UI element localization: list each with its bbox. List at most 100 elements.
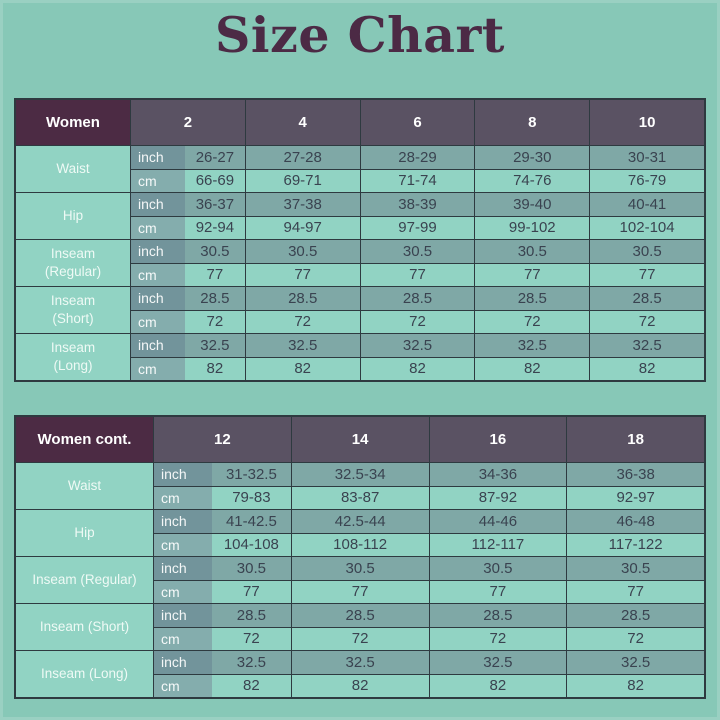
- value-cell-text: 92-94: [195, 219, 235, 237]
- table-header-row: Women 2 4 6 8 10: [16, 100, 704, 145]
- value-cell: 87-92: [430, 486, 568, 509]
- unit-label-cm: cm: [154, 627, 212, 650]
- cm-sub-row: cm 77 77 77 77 77: [131, 262, 704, 286]
- value-cell: 82: [430, 674, 568, 697]
- unit-rows: inch 36-37 37-38 38-39 39-40 40-41 cm 92-94 94-9…: [131, 193, 704, 239]
- value-cell: 46-48: [616, 512, 655, 530]
- value-cell: 72: [246, 310, 361, 333]
- value-cell: 28.5: [361, 287, 476, 310]
- cm-sub-row: cm 104-108 108-112 112-117 117-122: [154, 532, 704, 556]
- value-cell: 77: [638, 266, 656, 284]
- value-cell: inch 36-37: [131, 193, 246, 216]
- value-cell-text: 77: [243, 583, 260, 601]
- size-column-header: 14: [291, 417, 430, 462]
- value-cell: inch 32.5: [154, 651, 292, 674]
- value-cell: inch 28.5: [131, 287, 246, 310]
- measurement-row: Inseam (Long) inch 32.5 32.5 32.5 32.5 cm 82 82 8…: [16, 650, 704, 697]
- row-label-cell: Inseam (Long): [16, 651, 154, 697]
- value-cell: 117-122: [608, 536, 663, 554]
- value-cell: 94-97: [246, 216, 361, 239]
- value-cell: 39-40: [475, 193, 591, 216]
- value-cell: 74-76: [475, 169, 591, 192]
- value-cell-text: 26-27: [195, 148, 235, 166]
- value-cell: 36-38: [616, 465, 655, 483]
- table-title-cell: Women cont.: [16, 417, 154, 462]
- row-label-cell: Waist: [16, 146, 131, 192]
- inch-sub-row: inch 26-27 27-28 28-29 29-30 30-31: [131, 146, 704, 169]
- value-cell: 32.5: [621, 653, 651, 671]
- value-cell: 69-71: [246, 169, 361, 192]
- size-column-header: 6: [360, 100, 476, 145]
- value-cell-text: 104-108: [223, 536, 279, 554]
- unit-rows: inch 28.5 28.5 28.5 28.5 28.5 cm 72 72 72 72 72: [131, 287, 704, 333]
- value-cell: cm 92-94: [131, 216, 246, 239]
- unit-rows: inch 26-27 27-28 28-29 29-30 30-31 cm 66-69 69-7…: [131, 146, 704, 192]
- value-cell: cm 66-69: [131, 169, 246, 192]
- value-cell: 92-97: [616, 489, 655, 507]
- value-cell-text: 30.5: [200, 242, 230, 260]
- value-cell: 97-99: [361, 216, 476, 239]
- value-cell: 30.5: [292, 557, 430, 580]
- value-cell: 71-74: [361, 169, 476, 192]
- value-cell: 102-104: [619, 219, 675, 237]
- value-cell: 40-41: [627, 195, 667, 213]
- inch-sub-row: inch 30.5 30.5 30.5 30.5 30.5: [131, 240, 704, 263]
- value-cell: 28.5: [246, 287, 361, 310]
- value-cell: 72: [638, 313, 656, 331]
- cm-sub-row: cm 82 82 82 82: [154, 673, 704, 697]
- value-cell: 77: [627, 583, 644, 601]
- inch-sub-row: inch 28.5 28.5 28.5 28.5 28.5: [131, 287, 704, 310]
- unit-label-inch: inch: [154, 651, 212, 674]
- size-column-header: 8: [475, 100, 591, 145]
- value-cell: 28.5: [475, 287, 591, 310]
- value-cell: 72: [361, 310, 476, 333]
- value-cell: cm 77: [154, 580, 292, 603]
- row-label-cell: Hip: [16, 510, 154, 556]
- unit-label-inch: inch: [131, 193, 185, 216]
- unit-rows: inch 32.5 32.5 32.5 32.5 cm 82 82 82 82: [154, 651, 704, 697]
- inch-sub-row: inch 32.5 32.5 32.5 32.5: [154, 651, 704, 674]
- value-cell: cm 77: [131, 263, 246, 286]
- unit-label-inch: inch: [131, 146, 185, 169]
- value-cell: 34-36: [430, 463, 568, 486]
- size-column-header: 18: [567, 417, 704, 462]
- value-cell: cm 82: [131, 357, 246, 380]
- value-cell: 30.5: [475, 240, 591, 263]
- value-cell-text: 41-42.5: [225, 512, 277, 530]
- unit-label-inch: inch: [131, 287, 185, 310]
- value-cell: 99-102: [475, 216, 591, 239]
- value-cell-text: 32.5: [236, 653, 266, 671]
- measurement-row: Inseam (Regular) inch 30.5 30.5 30.5 30.5 cm 77…: [16, 556, 704, 603]
- measurement-row: Hip inch 41-42.5 42.5-44 44-46 46-48 cm 104-108…: [16, 509, 704, 556]
- unit-label-inch: inch: [154, 463, 212, 486]
- value-cell: 77: [246, 263, 361, 286]
- value-cell: cm 72: [154, 627, 292, 650]
- unit-label-cm: cm: [154, 674, 212, 697]
- value-cell: 72: [475, 310, 591, 333]
- unit-label-inch: inch: [154, 557, 212, 580]
- unit-label-cm: cm: [154, 580, 212, 603]
- value-cell: inch 26-27: [131, 146, 246, 169]
- value-cell-text: 66-69: [195, 172, 235, 190]
- unit-label-inch: inch: [154, 510, 212, 533]
- value-cell: 32.5: [632, 336, 662, 354]
- measurement-row: Waist inch 31-32.5 32.5-34 34-36 36-38 cm 79-83…: [16, 462, 704, 509]
- value-cell-text: 30.5: [236, 559, 266, 577]
- value-cell: cm 79-83: [154, 486, 292, 509]
- value-cell: 27-28: [246, 146, 361, 169]
- value-cell: 72: [430, 627, 568, 650]
- value-cell: inch 30.5: [154, 557, 292, 580]
- unit-rows: inch 30.5 30.5 30.5 30.5 30.5 cm 77 77 77 77 77: [131, 240, 704, 286]
- value-cell: cm 104-108: [154, 533, 292, 556]
- value-cell: 30.5: [632, 242, 662, 260]
- cm-sub-row: cm 66-69 69-71 71-74 74-76 76-79: [131, 168, 704, 192]
- table-header-row: Women cont. 12 14 16 18: [16, 417, 704, 462]
- value-cell-text: 79-83: [232, 489, 271, 507]
- value-cell-text: 82: [243, 677, 260, 695]
- unit-label-cm: cm: [154, 533, 212, 556]
- table-title-cell: Women: [16, 100, 131, 145]
- inch-sub-row: inch 30.5 30.5 30.5 30.5: [154, 557, 704, 580]
- value-cell: 82: [292, 674, 430, 697]
- value-cell: cm 72: [131, 310, 246, 333]
